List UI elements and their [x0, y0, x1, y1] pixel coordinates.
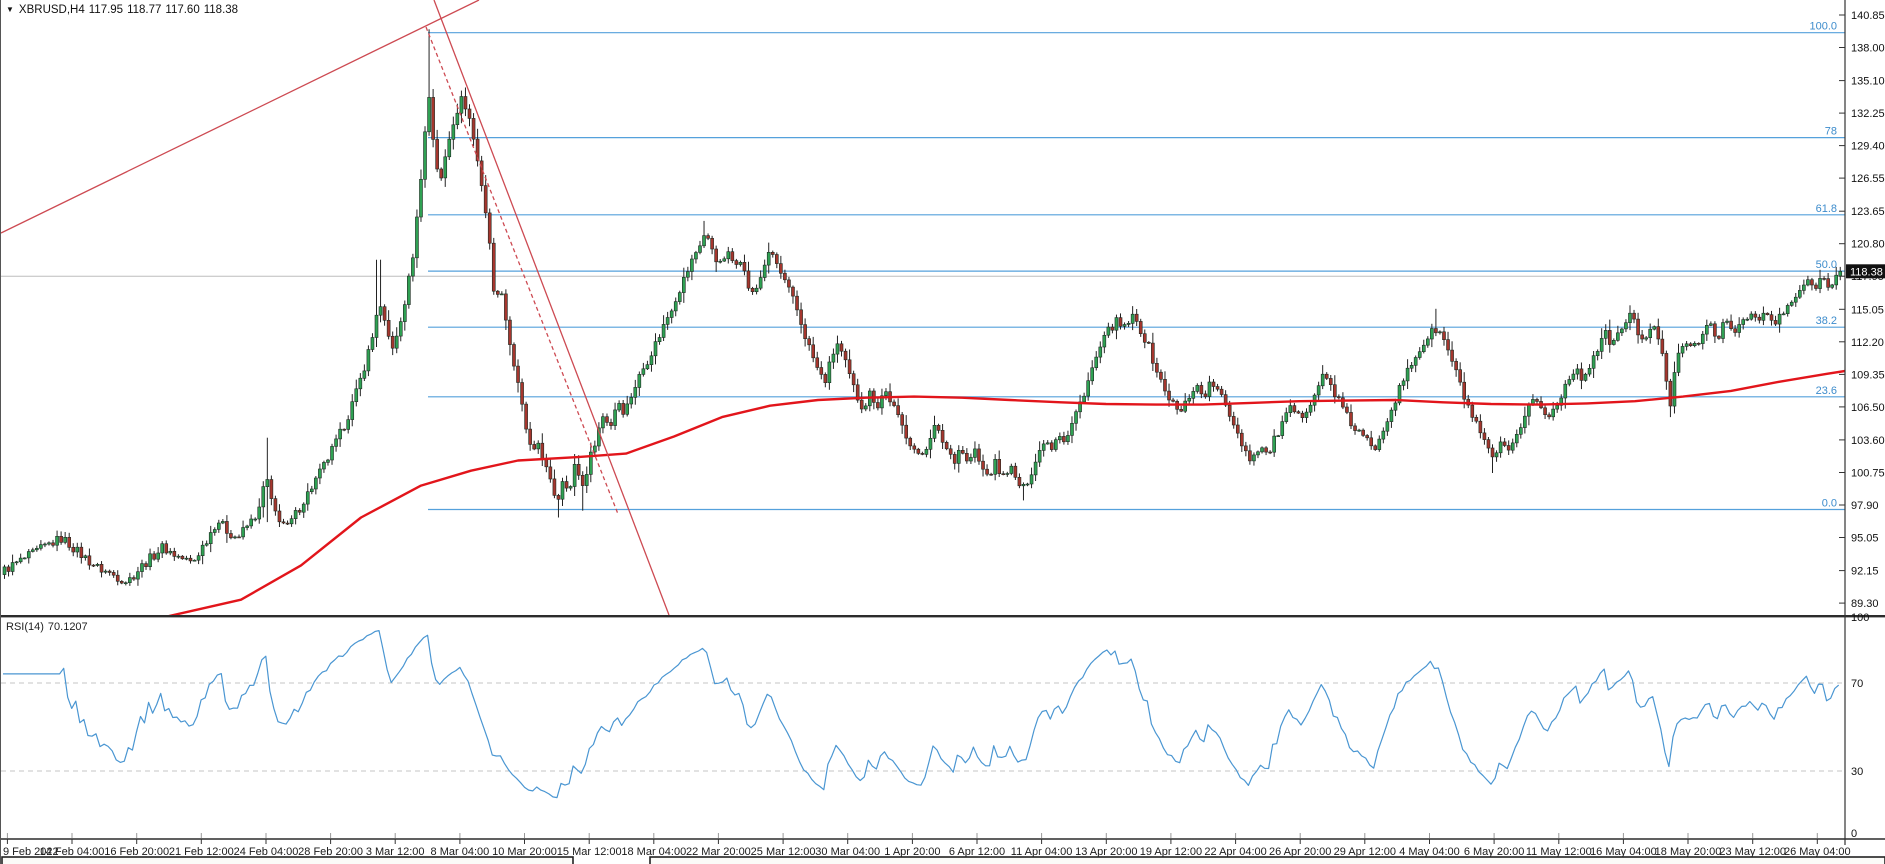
price-axis-label: 120.80: [1851, 239, 1885, 251]
rsi-axis-label: 70: [1851, 678, 1863, 690]
fib-label: 100.0: [1809, 21, 1837, 33]
time-axis-label: 19 Apr 12:00: [1140, 846, 1202, 858]
rsi-axis-label: 100: [1851, 612, 1869, 624]
candlestick-series: [2, 29, 1843, 586]
rsi-indicator-label: RSI(14) 70.1207: [6, 621, 92, 633]
time-axis-label: 8 Mar 04:00: [431, 846, 490, 858]
time-axis-label: 10 Mar 20:00: [492, 846, 557, 858]
time-axis-label: 23 May 12:00: [1719, 846, 1786, 858]
time-axis-label: 30 Mar 04:00: [815, 846, 880, 858]
rsi-line: [3, 630, 1840, 799]
price-axis-label: 138.00: [1851, 43, 1885, 55]
price-axis-label: 106.50: [1851, 402, 1885, 414]
fib-label: 61.8: [1816, 203, 1837, 215]
time-axis-label: 4 May 04:00: [1399, 846, 1460, 858]
pane-separator[interactable]: [1, 615, 1885, 618]
price-axis-label: 135.10: [1851, 76, 1885, 88]
trendline-ascending[interactable]: [1, 0, 480, 234]
time-axis-label: 11 May 12:00: [1526, 846, 1592, 858]
time-axis-label: 22 Mar 20:00: [686, 846, 751, 858]
price-axis-label: 115.05: [1851, 304, 1884, 316]
quote-close: 118.38: [203, 4, 239, 16]
quote-open: 117.95: [88, 4, 124, 16]
price-axis-label: 92.15: [1851, 566, 1879, 578]
symbol-title: XBRUSD,H4: [18, 4, 85, 16]
time-axis-label: 26 Apr 20:00: [1269, 846, 1331, 858]
price-axis-label: 89.30: [1851, 598, 1879, 610]
quote-low: 117.60: [165, 4, 200, 16]
trendline-descending-dashed[interactable]: [425, 26, 619, 515]
rsi-axis-label: 30: [1851, 766, 1863, 778]
svg-text:118.38: 118.38: [1850, 266, 1883, 278]
time-axis-label: 24 Feb 04:00: [234, 846, 299, 858]
quote-high: 118.77: [127, 4, 162, 16]
price-axis-label: 140.85: [1851, 10, 1885, 22]
symbol-dropdown-icon[interactable]: ▼: [6, 5, 14, 14]
price-axis-label: 100.75: [1851, 468, 1885, 480]
fib-label: 23.6: [1816, 385, 1837, 397]
current-price-box: 118.38: [1846, 264, 1885, 279]
fib-label: 50.0: [1816, 259, 1837, 271]
fib-label: 0.0: [1822, 498, 1837, 510]
time-axis-label: 16 Feb 20:00: [104, 846, 169, 858]
time-axis-label: 6 May 20:00: [1464, 846, 1525, 858]
time-axis-label: 15 Mar 12:00: [557, 846, 622, 858]
time-axis-label: 16 May 04:00: [1590, 846, 1657, 858]
price-axis-label: 97.90: [1851, 500, 1879, 512]
time-axis-label: 13 Apr 20:00: [1075, 846, 1137, 858]
price-axis-label: 109.35: [1851, 369, 1885, 381]
time-axis-label: 25 Mar 12:00: [751, 846, 816, 858]
rsi-name: RSI(14): [6, 621, 44, 633]
price-axis[interactable]: 140.85 138.00 135.10 132.25 129.40 126.55 123.…: [1839, 0, 1885, 845]
time-axis-label: 22 Apr 04:00: [1204, 846, 1266, 858]
price-axis-label: 123.65: [1851, 206, 1885, 218]
fib-label: 78: [1825, 126, 1837, 138]
horizontal-scrollbar-segment[interactable]: [649, 856, 1885, 864]
time-axis-label: 28 Feb 20:00: [298, 846, 363, 858]
rsi-value: 70.1207: [47, 621, 88, 633]
time-axis-label: 1 Apr 20:00: [884, 846, 940, 858]
rsi-axis-label: 0: [1851, 828, 1857, 840]
fib-label: 38.2: [1816, 315, 1837, 327]
time-axis-label: 26 May 04:00: [1784, 846, 1851, 858]
price-axis-label: 132.25: [1851, 108, 1885, 120]
price-axis-label: 95.05: [1851, 533, 1879, 545]
price-axis-label: 112.20: [1851, 337, 1884, 349]
price-axis-label: 126.55: [1851, 173, 1885, 185]
time-axis-label: 21 Feb 12:00: [169, 846, 234, 858]
price-axis-label: 103.60: [1851, 435, 1885, 447]
fibonacci-retracement[interactable]: 0.0 23.6 38.2 50.0 61.8 78 100.0: [428, 21, 1845, 511]
time-axis-label: 6 Apr 12:00: [949, 846, 1005, 858]
rsi-levels: [1, 682, 1845, 772]
time-axis-label: 18 Mar 04:00: [621, 846, 686, 858]
moving-average-line[interactable]: [161, 365, 1885, 618]
symbol-header: ▼ XBRUSD,H4 117.95 118.77 117.60 118.38: [6, 4, 242, 16]
time-axis-label: 18 May 20:00: [1655, 846, 1722, 858]
time-axis-label: 14 Feb 04:00: [40, 846, 105, 858]
price-axis-label: 129.40: [1851, 141, 1885, 153]
time-axis-label: 9 Feb 2022: [3, 846, 59, 858]
time-axis-label: 3 Mar 12:00: [366, 846, 425, 858]
time-axis-label: 29 Apr 12:00: [1334, 846, 1396, 858]
horizontal-scrollbar-segment[interactable]: [1, 856, 574, 864]
trendline-descending[interactable]: [433, 0, 670, 615]
time-axis-label: 11 Apr 04:00: [1011, 846, 1073, 858]
